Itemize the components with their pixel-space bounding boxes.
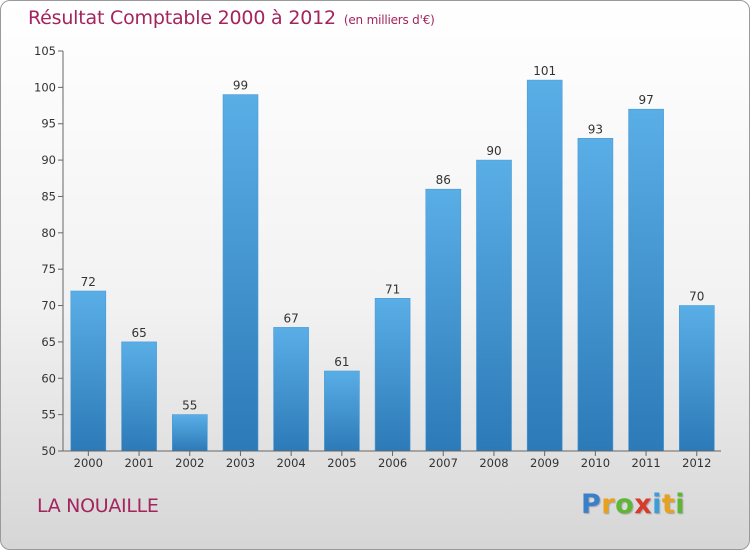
data-label: 101	[533, 64, 556, 78]
bar	[121, 341, 157, 452]
x-tick-label: 2006	[378, 456, 407, 470]
bar	[425, 188, 462, 452]
bar	[678, 305, 715, 452]
y-tick-label: 80	[41, 226, 56, 240]
x-tick-label: 2007	[429, 456, 458, 470]
y-tick-label: 90	[41, 153, 56, 167]
bar	[324, 370, 360, 452]
y-axis: 50 55 60 65 70 75 80 85 90 95 100 105	[34, 44, 64, 458]
data-label: 61	[334, 355, 349, 369]
y-tick-label: 60	[41, 371, 56, 385]
x-tick-label: 2004	[276, 456, 305, 470]
y-tick-label: 100	[34, 80, 56, 94]
x-tick-label: 2008	[479, 456, 508, 470]
y-tick-label: 65	[41, 335, 56, 349]
y-tick-label: 70	[41, 299, 56, 313]
data-label: 86	[436, 173, 451, 187]
logo-letter: t	[661, 489, 676, 520]
bar	[526, 79, 563, 452]
y-tick-label: 55	[41, 408, 56, 422]
data-label: 90	[486, 144, 501, 158]
data-label: 70	[689, 290, 704, 304]
y-tick-label: 75	[41, 262, 56, 276]
bar	[70, 290, 107, 452]
chart-title-text: Résultat Comptable 2000 à 2012	[28, 7, 336, 29]
logo-letter: i	[652, 489, 662, 520]
y-tick-label: 105	[34, 44, 56, 58]
x-axis: 2000 2001 2002 2003 2004 2005 2006 2007 2008 2009…	[63, 450, 721, 470]
x-tick-label: 2005	[327, 456, 356, 470]
x-tick-label: 2010	[581, 456, 610, 470]
bar	[273, 327, 309, 452]
y-tick-label: 85	[41, 189, 56, 203]
bar	[172, 414, 208, 452]
bars: 72 65 55 99 67 61 71 86 90 101 93 97 70	[70, 64, 715, 452]
bar	[476, 159, 512, 452]
x-tick-label: 2009	[530, 456, 559, 470]
x-tick-label: 2003	[226, 456, 255, 470]
y-tick-label: 50	[41, 444, 56, 458]
bar	[222, 94, 259, 452]
y-tick-label: 95	[41, 117, 56, 131]
commune-name: LA NOUAILLE	[37, 495, 159, 517]
data-label: 67	[283, 311, 298, 325]
x-tick-label: 2012	[682, 456, 711, 470]
chart-title: Résultat Comptable 2000 à 2012 (en millie…	[28, 7, 435, 33]
bar	[374, 297, 411, 452]
x-tick-label: 2000	[74, 456, 103, 470]
data-label: 99	[233, 79, 248, 93]
data-label: 97	[638, 93, 653, 107]
x-tick-label: 2002	[175, 456, 204, 470]
data-label: 72	[81, 275, 96, 289]
data-label: 65	[131, 326, 146, 340]
bar	[628, 108, 664, 452]
proxiti-logo: Proxiti	[581, 489, 685, 520]
x-tick-label: 2001	[124, 456, 153, 470]
chart-subtitle: (en milliers d'€)	[343, 13, 435, 27]
data-label: 55	[182, 399, 197, 413]
x-tick-label: 2011	[631, 456, 660, 470]
logo-letter: r	[601, 489, 616, 520]
logo-letter: o	[615, 489, 635, 520]
data-label: 71	[385, 282, 400, 296]
logo-letter: x	[634, 489, 653, 520]
data-label: 93	[588, 122, 603, 136]
logo-letter: P	[581, 489, 602, 520]
bar	[577, 138, 614, 452]
logo-letter: i	[675, 489, 686, 520]
